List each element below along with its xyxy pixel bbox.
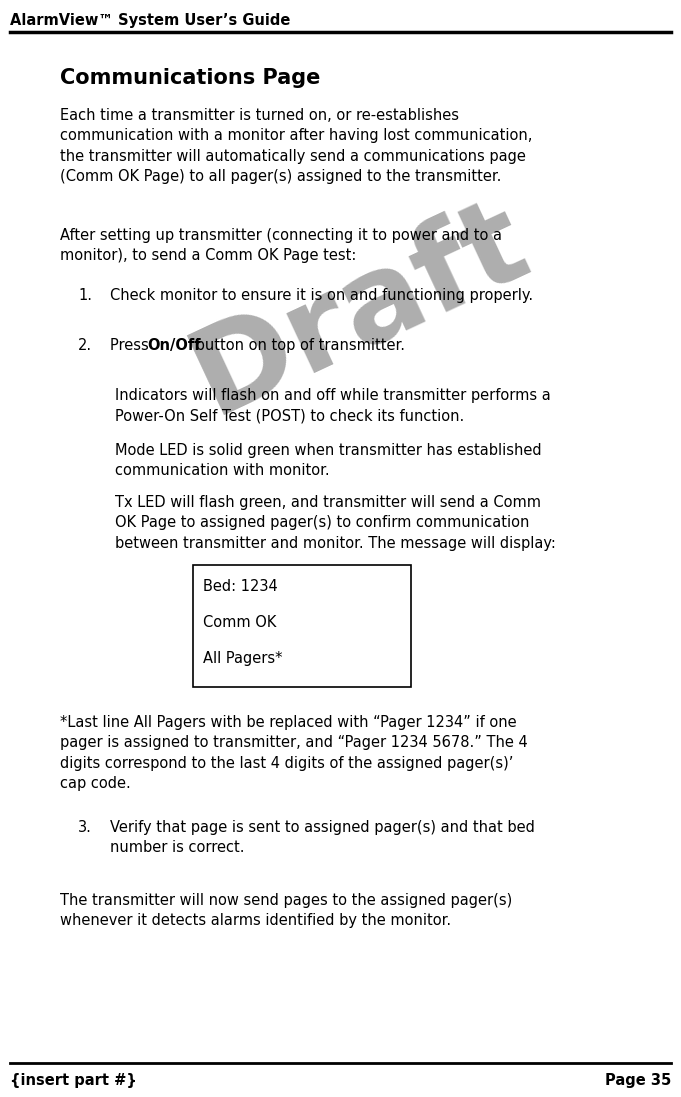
Text: On/Off: On/Off	[147, 338, 201, 353]
Text: 2.: 2.	[78, 338, 92, 353]
Text: Draft: Draft	[174, 182, 546, 438]
Text: Page 35: Page 35	[605, 1073, 671, 1087]
FancyBboxPatch shape	[193, 565, 411, 687]
Text: 1.: 1.	[78, 289, 92, 303]
Text: {insert part #}: {insert part #}	[10, 1073, 137, 1087]
Text: All Pagers*: All Pagers*	[203, 651, 283, 666]
Text: 3.: 3.	[78, 819, 92, 835]
Text: The transmitter will now send pages to the assigned pager(s)
whenever it detects: The transmitter will now send pages to t…	[60, 893, 512, 928]
Text: Tx LED will flash green, and transmitter will send a Comm
OK Page to assigned pa: Tx LED will flash green, and transmitter…	[115, 495, 556, 551]
Text: Bed: 1234: Bed: 1234	[203, 579, 278, 593]
Text: button on top of transmitter.: button on top of transmitter.	[191, 338, 405, 353]
Text: Communications Page: Communications Page	[60, 68, 320, 88]
Text: AlarmView™ System User’s Guide: AlarmView™ System User’s Guide	[10, 12, 290, 27]
Text: Each time a transmitter is turned on, or re-establishes
communication with a mon: Each time a transmitter is turned on, or…	[60, 108, 533, 184]
Text: Verify that page is sent to assigned pager(s) and that bed
number is correct.: Verify that page is sent to assigned pag…	[110, 819, 535, 856]
Text: Comm OK: Comm OK	[203, 615, 276, 630]
Text: *Last line All Pagers with be replaced with “Pager 1234” if one
pager is assigne: *Last line All Pagers with be replaced w…	[60, 715, 528, 791]
Text: Check monitor to ensure it is on and functioning properly.: Check monitor to ensure it is on and fun…	[110, 289, 533, 303]
Text: Indicators will flash on and off while transmitter performs a
Power-On Self Test: Indicators will flash on and off while t…	[115, 388, 551, 423]
Text: Press: Press	[110, 338, 153, 353]
Text: Mode LED is solid green when transmitter has established
communication with moni: Mode LED is solid green when transmitter…	[115, 443, 541, 478]
Text: After setting up transmitter (connecting it to power and to a
monitor), to send : After setting up transmitter (connecting…	[60, 228, 502, 263]
